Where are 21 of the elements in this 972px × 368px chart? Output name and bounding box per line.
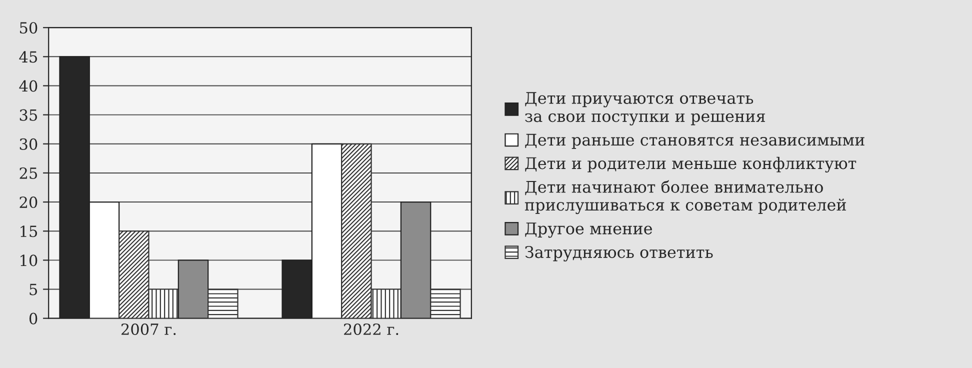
y-tick-label: 5 xyxy=(30,284,38,296)
y-tick-label: 50 xyxy=(20,22,38,34)
y-tick-label: 25 xyxy=(20,167,38,179)
legend-label: Дети и родители меньше конфликтуют xyxy=(525,156,856,173)
y-tick-label: 30 xyxy=(20,138,38,150)
x-tick-label: 2022 г. xyxy=(344,323,398,336)
bar xyxy=(208,288,238,318)
legend-label: Дети приучаются отвечать за свои поступки и решения xyxy=(525,92,766,126)
legend-label: Дети начинают более внимательно прислушиваться к советам родителей xyxy=(524,180,846,214)
y-tick-label: 0 xyxy=(29,312,38,324)
bar xyxy=(430,288,461,318)
y-tick-label: 40 xyxy=(19,80,38,92)
y-tick-label: 45 xyxy=(19,51,38,63)
y-tick-label: 35 xyxy=(20,109,38,121)
legend-label: Другое мнение xyxy=(525,222,652,238)
y-tick-label: 15 xyxy=(20,226,38,238)
y-tick-label: 20 xyxy=(20,196,38,208)
y-tick-label: 10 xyxy=(20,254,38,266)
legend-label: Затрудняюсь ответить xyxy=(525,246,713,262)
legend-label: Дети раньше становятся независимыми xyxy=(525,134,864,149)
x-tick-label: 2007 г. xyxy=(121,323,176,336)
